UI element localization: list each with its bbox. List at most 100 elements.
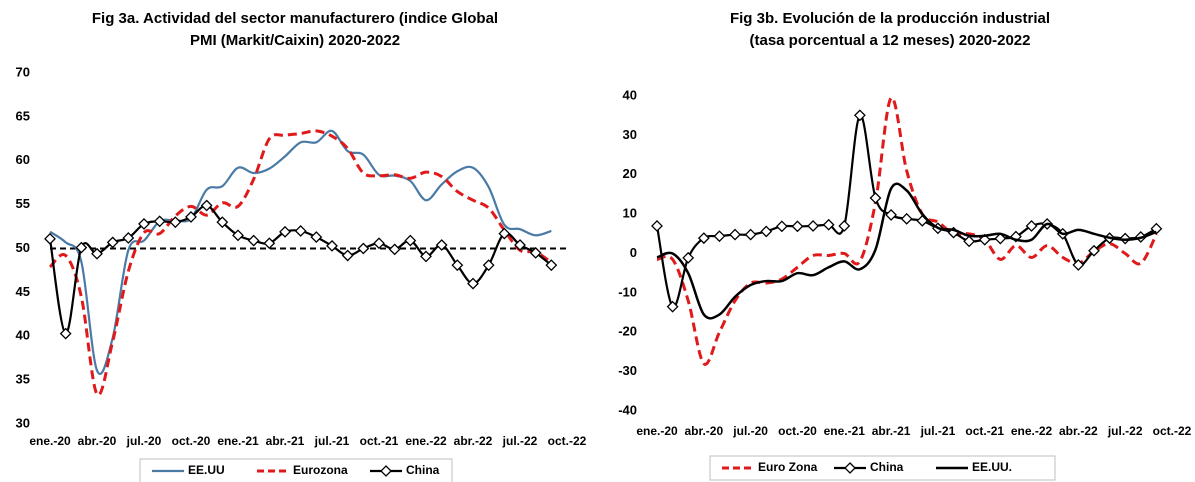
- marker: [169, 216, 182, 229]
- x-tick-label: abr.-20: [78, 434, 117, 448]
- legend-marker: [380, 465, 392, 477]
- marker: [138, 218, 150, 230]
- marker: [232, 229, 244, 242]
- legend-label: Euro Zona: [758, 460, 818, 474]
- x-tick-label: oct.-20: [778, 424, 817, 438]
- marker: [760, 225, 773, 238]
- legend-box: [139, 458, 453, 482]
- y-tick-label: -30: [618, 363, 637, 378]
- marker: [1150, 222, 1163, 235]
- x-tick-label: jul.-20: [126, 434, 162, 448]
- marker: [775, 220, 788, 233]
- legend-marker: [844, 462, 856, 474]
- marker: [200, 199, 213, 212]
- x-tick-label: ene.-21: [217, 434, 259, 448]
- marker: [247, 234, 260, 247]
- chart-title: (tasa porcentual a 12 meses) 2020-2022: [750, 32, 1031, 49]
- x-tick-label: jul.-20: [732, 424, 768, 438]
- y-tick-label: 0: [630, 245, 637, 260]
- x-tick-label: abr.-22: [1059, 424, 1098, 438]
- marker: [1088, 244, 1100, 257]
- marker: [467, 277, 479, 290]
- series-line: [49, 129, 552, 375]
- x-tick-label: abr.-22: [454, 434, 493, 448]
- marker: [978, 233, 991, 246]
- y-tick-label: 30: [623, 127, 637, 142]
- legend-label: EE.UU.: [972, 460, 1012, 474]
- x-tick-label: jul.-22: [502, 434, 538, 448]
- marker: [279, 225, 291, 238]
- y-tick-label: 70: [16, 64, 30, 79]
- y-tick-label: 35: [16, 372, 30, 387]
- y-tick-label: -20: [618, 324, 637, 339]
- y-tick-label: 65: [16, 108, 30, 123]
- marker: [91, 247, 103, 260]
- marker: [885, 208, 898, 221]
- series-line: [48, 129, 553, 397]
- x-tick-label: oct.-21: [965, 424, 1004, 438]
- marker: [697, 232, 710, 245]
- marker: [373, 237, 385, 250]
- x-tick-label: ene.-21: [824, 424, 866, 438]
- marker: [729, 228, 741, 241]
- x-tick-label: ene.-20: [636, 424, 678, 438]
- y-tick-label: 30: [16, 415, 30, 430]
- marker: [153, 215, 166, 228]
- x-tick-label: abr.-20: [684, 424, 723, 438]
- marker: [388, 243, 401, 256]
- marker: [451, 259, 464, 272]
- marker: [44, 232, 56, 245]
- marker: [666, 300, 679, 313]
- marker: [682, 251, 695, 264]
- marker: [59, 327, 72, 340]
- chart-title: Fig 3a. Actividad del sector manufacture…: [92, 10, 498, 27]
- marker: [420, 250, 432, 263]
- y-tick-label: 10: [623, 206, 637, 221]
- marker: [651, 220, 663, 232]
- marker: [122, 232, 135, 244]
- marker: [822, 218, 835, 231]
- marker: [326, 239, 338, 252]
- marker: [791, 220, 804, 233]
- chart: Fig 3a. Actividad del sector manufacture…: [16, 10, 587, 482]
- chart: Fig 3b. Evolución de la producción indus…: [618, 10, 1192, 481]
- legend-label: Eurozona: [293, 463, 348, 477]
- marker: [310, 231, 323, 244]
- marker: [853, 109, 866, 122]
- x-tick-label: jul.-22: [1107, 424, 1143, 438]
- marker: [1025, 220, 1038, 232]
- marker: [294, 225, 307, 237]
- legend-label: China: [870, 460, 904, 474]
- marker: [404, 234, 417, 247]
- x-tick-label: abr.-21: [266, 434, 305, 448]
- legend-label: EE.UU: [188, 463, 225, 477]
- x-tick-label: oct.-21: [360, 434, 399, 448]
- legend-box: [709, 455, 1056, 481]
- marker: [185, 210, 197, 223]
- y-tick-label: 40: [623, 87, 637, 102]
- x-tick-label: jul.-21: [920, 424, 956, 438]
- chart-title: Fig 3b. Evolución de la producción indus…: [730, 10, 1050, 27]
- y-tick-label: 60: [16, 152, 30, 167]
- marker: [963, 235, 976, 248]
- x-tick-label: ene.-22: [1011, 424, 1053, 438]
- marker: [994, 232, 1007, 245]
- marker: [498, 227, 511, 240]
- marker: [900, 212, 913, 225]
- x-tick-label: oct.-22: [1153, 424, 1192, 438]
- marker: [807, 220, 819, 232]
- x-tick-label: jul.-21: [314, 434, 350, 448]
- marker: [482, 259, 495, 272]
- marker: [75, 241, 88, 254]
- chart-title: PMI (Markit/Caixin) 2020-2022: [190, 32, 400, 49]
- marker: [744, 228, 757, 241]
- x-tick-label: ene.-20: [29, 434, 71, 448]
- marker: [529, 246, 542, 259]
- marker: [869, 192, 882, 204]
- x-tick-label: abr.-21: [872, 424, 911, 438]
- y-tick-label: 40: [16, 328, 30, 343]
- marker: [545, 259, 558, 272]
- x-tick-label: oct.-22: [548, 434, 587, 448]
- marker: [713, 230, 726, 243]
